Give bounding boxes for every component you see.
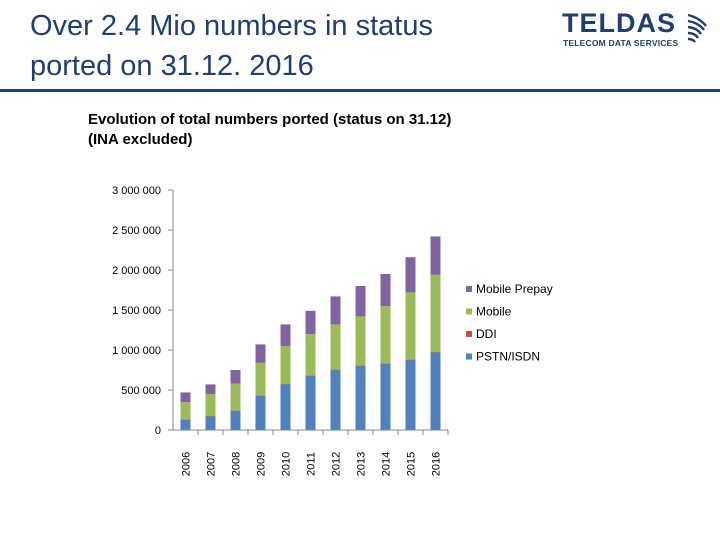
bar-segment: [205, 416, 216, 430]
bar-segment: [405, 292, 416, 360]
chart-title-line-2: (INA excluded): [88, 131, 193, 148]
bar-segment: [355, 366, 366, 430]
bar-segment: [305, 375, 316, 430]
x-tick-label: 2012: [331, 452, 343, 476]
x-tick-label: 2011: [306, 452, 318, 476]
x-tick-label: 2008: [231, 452, 243, 476]
bar-segment: [255, 395, 266, 430]
bar-segment: [355, 316, 366, 366]
slide-title-line-2: ported on 31.12. 2016: [30, 50, 314, 82]
arc-waves-icon: [687, 13, 707, 43]
bar-segment: [180, 419, 191, 430]
bar-segment: [330, 370, 341, 430]
bar-segment: [430, 274, 441, 352]
bar-segment: [380, 306, 391, 364]
bar-segment: [180, 402, 191, 420]
bar-segment: [330, 296, 341, 325]
y-tick-label: 0: [155, 425, 161, 437]
bar-segment: [205, 384, 216, 394]
x-tick-label: 2013: [356, 452, 368, 476]
bar-segment: [405, 359, 416, 430]
bar-segment: [380, 363, 391, 430]
bar-segment: [430, 352, 441, 430]
legend-label: PSTN/ISDN: [476, 350, 540, 364]
x-tick-label: 2009: [256, 452, 268, 476]
y-tick-label: 1 000 000: [112, 345, 161, 357]
y-tick-label: 1 500 000: [112, 305, 161, 317]
bar-segment: [430, 236, 441, 275]
slide-title-line-1: Over 2.4 Mio numbers in status: [30, 10, 433, 42]
legend-swatch: [466, 353, 472, 360]
legend-swatch: [466, 286, 472, 292]
bar-segment: [255, 362, 266, 396]
bar-segment: [380, 274, 391, 306]
bar-segment: [180, 392, 191, 402]
chart-title-line-1: Evolution of total numbers ported (statu…: [88, 111, 452, 128]
bar-segment: [330, 324, 341, 370]
y-tick-label: 2 500 000: [112, 225, 161, 237]
y-tick-label: 2 000 000: [112, 265, 161, 277]
logo-subtitle: TELECOM DATA SERVICES: [563, 38, 679, 48]
x-tick-label: 2006: [181, 452, 193, 476]
x-tick-label: 2016: [431, 452, 443, 476]
bar-segment: [305, 310, 316, 334]
bar-segment: [230, 370, 241, 384]
header-rule: [0, 89, 720, 92]
logo-name: TELDAS: [562, 8, 676, 38]
slide-title: Over 2.4 Mio numbers in status ported on…: [30, 6, 550, 86]
bar-segment: [355, 286, 366, 317]
x-tick-label: 2010: [281, 452, 293, 476]
bar-segment: [280, 384, 291, 430]
bar-segment: [280, 346, 291, 384]
bar-segment: [305, 334, 316, 376]
legend-label: Mobile: [476, 305, 512, 319]
bar-segment: [280, 324, 291, 346]
y-tick-label: 3 000 000: [112, 185, 161, 197]
x-tick-label: 2007: [206, 452, 218, 476]
legend-label: Mobile Prepay: [476, 282, 553, 296]
legend-swatch: [466, 331, 472, 337]
x-tick-label: 2015: [406, 452, 418, 476]
chart-title: Evolution of total numbers ported (statu…: [88, 110, 568, 150]
bar-segment: [230, 410, 241, 430]
bar-segment: [405, 257, 416, 293]
legend-swatch: [466, 308, 472, 315]
bar-segment: [230, 383, 241, 411]
teldas-logo: TELDAS TELECOM DATA SERVICES: [562, 8, 712, 54]
bar-segment: [255, 344, 266, 363]
legend-label: DDI: [476, 327, 497, 341]
slide-header: Over 2.4 Mio numbers in status ported on…: [0, 0, 720, 90]
x-tick-label: 2014: [381, 452, 393, 476]
bar-segment: [205, 394, 216, 416]
y-tick-label: 500 000: [121, 385, 161, 397]
